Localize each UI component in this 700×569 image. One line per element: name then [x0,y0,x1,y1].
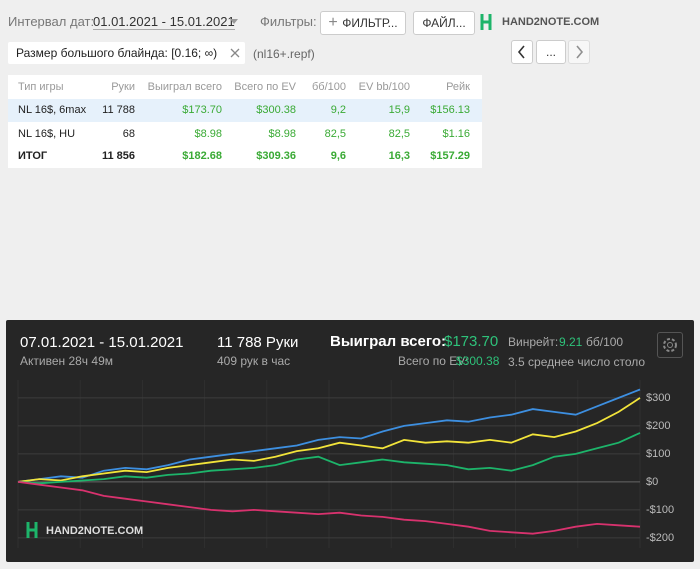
series-line [17,481,641,535]
chart-logo: HAND2NOTE.COM [46,525,144,537]
ev-value: $300.38 [456,354,500,368]
table-cell: Рейк [446,81,470,93]
table-cell: $1.16 [442,128,470,140]
tables-count: 3.5 среднее число столов [508,355,645,369]
y-tick-label: -$200 [646,532,674,544]
series-line [17,432,641,485]
dropdown-arrow[interactable] [229,18,239,26]
table-cell: ИТОГ [18,150,48,162]
winrate-label: Винрейт: [508,335,559,349]
session-hands: 11 788 Руки [217,334,299,351]
table-cell: $173.70 [182,104,222,116]
table-cell: 11 856 [101,150,135,162]
nav-more[interactable]: ... [536,40,566,64]
session-active: Активен 28ч 49м [20,354,113,368]
table-cell: $157.29 [430,150,470,162]
series-line [17,397,641,483]
won-value: $173.70 [444,333,499,350]
winrate-unit: бб/100 [586,335,624,349]
y-tick-label: $200 [646,420,670,432]
table-cell: $300.38 [256,104,296,116]
table-cell: бб/100 [311,81,346,93]
profit-chart: $300 $200 $100 $0 -$100 -$200 [17,380,674,548]
table-cell: Выиграл всего [147,81,222,93]
nav-next[interactable] [568,40,590,64]
table-cell: $156.13 [430,104,470,116]
series-line [17,388,641,483]
table-cell: 15,9 [388,104,410,116]
chart-logo-icon [26,522,38,538]
nav-prev[interactable] [511,40,533,64]
filter-chip[interactable]: Размер большого блайнда: [0.16; ∞) [8,42,245,64]
won-label: Выиграл всего: [330,333,447,350]
y-tick-label: $0 [646,476,658,488]
table-cell: NL 16$, 6max [18,104,87,116]
ev-label: Всего по EV: [398,354,469,368]
table-cell: 82,5 [388,128,410,140]
table-cell: 68 [122,128,135,140]
y-tick-label: -$100 [646,504,674,516]
filters-label: Фильтры: [260,14,317,29]
chip-label: Размер большого блайнда: [0.16; ∞) [16,46,218,60]
table-cell: $8.98 [268,128,296,140]
logo: HAND2NOTE.COM [502,16,600,28]
table-cell: 16,3 [388,150,410,162]
table-cell: 82,5 [324,128,346,140]
filter-button[interactable]: + ФИЛЬТР... [320,11,406,35]
stats-table: Тип игры Руки Выиграл всего Всего по EV бб/1… [8,75,482,168]
file-button[interactable]: ФАЙЛ... [413,11,475,35]
session-panel: 07.01.2021 - 15.01.2021 Активен 28ч 49м … [6,320,694,562]
y-tick-label: $100 [646,448,670,460]
session-dates: 07.01.2021 - 15.01.2021 [20,334,184,351]
table-cell: EV bb/100 [358,81,410,93]
hands-per-hour: 409 рук в час [217,354,291,368]
table-cell: Всего по EV [234,81,296,93]
settings-button[interactable] [657,332,683,358]
y-tick-label: $300 [646,392,670,404]
table-cell: $8.98 [194,128,222,140]
logo-icon [480,14,492,30]
filter-button-text: ФИЛЬТР... [342,16,398,30]
date-range[interactable]: 01.01.2021 - 15.01.2021 [93,14,235,30]
table-cell: 9,6 [330,150,346,162]
date-label: Интервал дат: [8,14,95,29]
row-highlight [8,99,482,122]
table-cell: $309.36 [256,150,296,162]
winrate-value: 9.21 [559,335,583,349]
table-cell: 11 788 [102,104,135,116]
filter-file: (nl16+.repf) [253,47,315,61]
table-cell: Руки [111,81,135,93]
table-cell: Тип игры [18,81,64,93]
table-cell: NL 16$, HU [18,128,76,140]
table-cell: $182.68 [182,150,222,162]
chip-close[interactable] [230,48,240,58]
table-cell: 9,2 [330,104,346,116]
